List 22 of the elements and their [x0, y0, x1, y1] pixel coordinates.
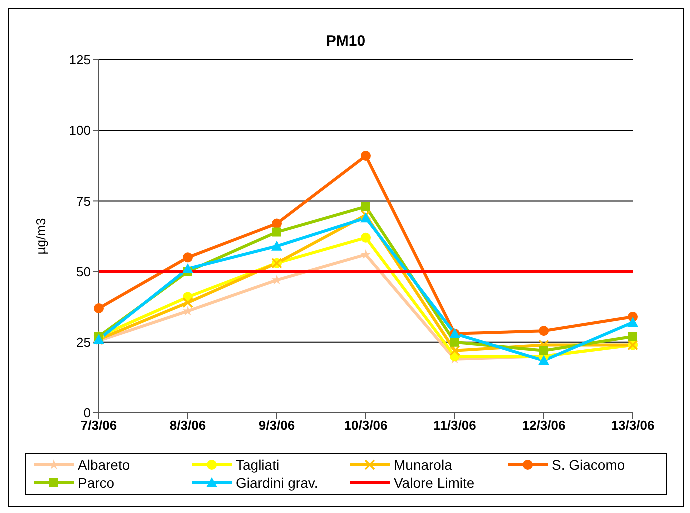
legend-label: Giardini grav.	[236, 475, 318, 491]
x-tick-label: 9/3/06	[258, 418, 296, 434]
y-tick-label: 25	[76, 335, 91, 350]
x-tick-label: 12/3/06	[522, 418, 566, 434]
x-tick-label: 7/3/06	[80, 418, 118, 434]
legend-label: Albareto	[78, 457, 130, 473]
chart-title: PM10	[325, 32, 367, 50]
x-tick-label: 8/3/06	[170, 418, 206, 434]
y-tick-label: 100	[69, 123, 91, 138]
legend-label: S. Giacomo	[552, 457, 626, 473]
y-tick-label: 0	[84, 406, 91, 421]
legend-label: Tagliati	[236, 457, 280, 473]
x-tick-label: 11/3/06	[434, 418, 476, 434]
y-axis-title: µg/m3	[34, 218, 49, 255]
y-tick-label: 50	[76, 264, 91, 280]
legend-label: Munarola	[394, 457, 452, 473]
legend-label: Parco	[78, 475, 115, 491]
x-tick-label: 13/3/06	[611, 418, 655, 434]
x-tick-label: 10/3/06	[344, 418, 388, 434]
legend-label: Valore Limite	[394, 475, 475, 491]
y-tick-label: 75	[76, 194, 91, 209]
y-tick-label: 125	[69, 52, 91, 68]
